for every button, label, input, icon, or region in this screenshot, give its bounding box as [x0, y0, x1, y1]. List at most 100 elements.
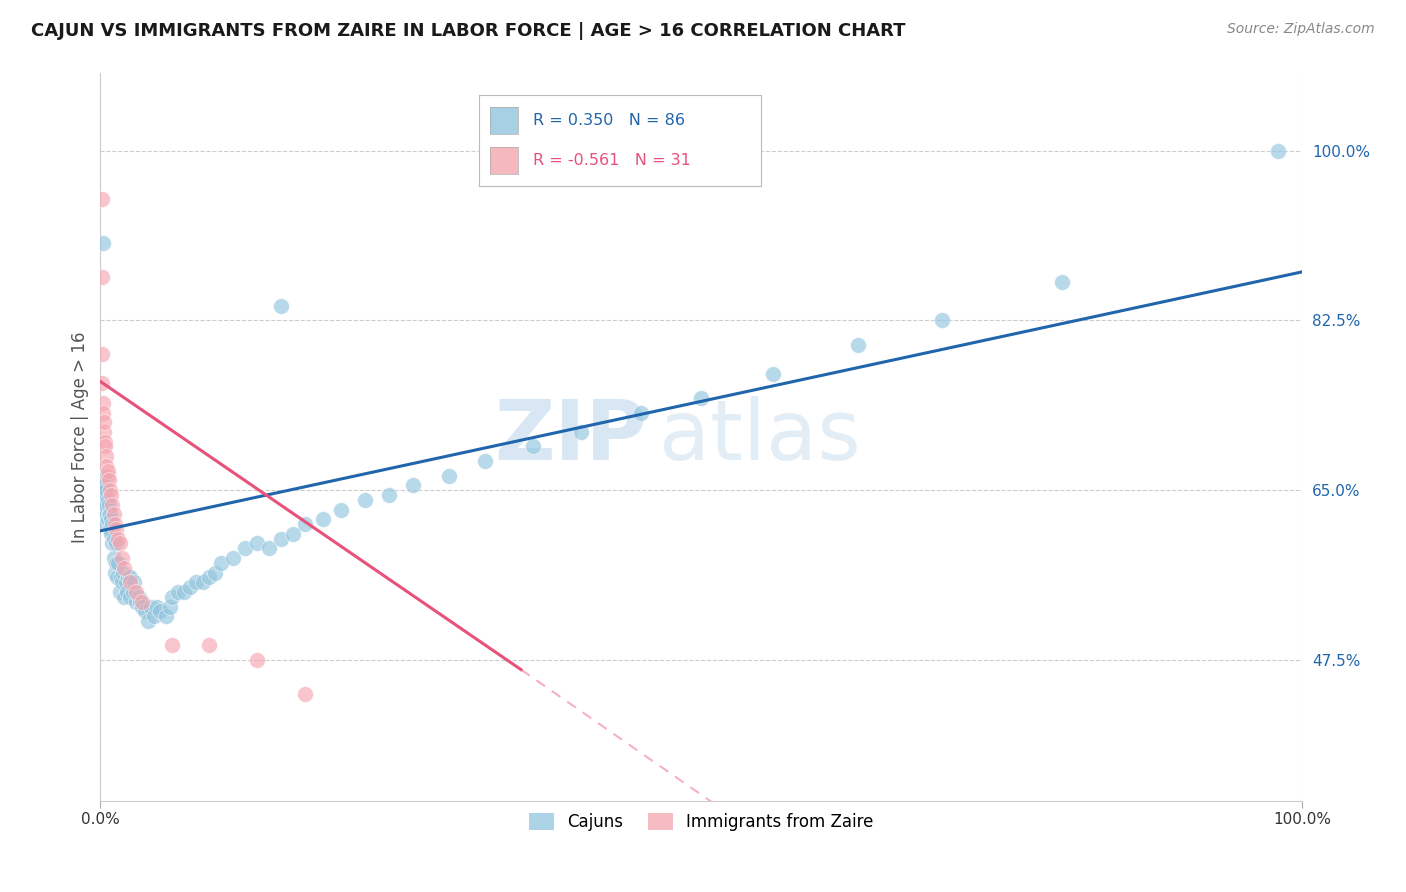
- Point: [111, 575, 134, 590]
- Point: [139, 599, 162, 614]
- Text: ZIP: ZIP: [495, 396, 647, 477]
- Point: [93, 425, 115, 439]
- Point: [630, 405, 652, 419]
- Point: [129, 595, 152, 609]
- Point: [197, 638, 219, 652]
- Point: [120, 570, 142, 584]
- Point: [134, 604, 156, 618]
- Point: [112, 590, 135, 604]
- Point: [94, 508, 117, 522]
- Point: [117, 570, 139, 584]
- Point: [131, 595, 153, 609]
- Point: [103, 532, 125, 546]
- Point: [96, 449, 118, 463]
- Point: [91, 468, 114, 483]
- Point: [138, 614, 160, 628]
- Point: [149, 604, 172, 618]
- Point: [186, 575, 208, 590]
- Point: [143, 609, 166, 624]
- Point: [93, 492, 115, 507]
- Point: [90, 269, 112, 284]
- Point: [101, 536, 124, 550]
- Point: [437, 468, 460, 483]
- Point: [329, 502, 352, 516]
- Point: [90, 474, 112, 488]
- Point: [91, 405, 114, 419]
- Point: [98, 522, 121, 536]
- Point: [167, 585, 190, 599]
- Point: [107, 556, 129, 570]
- Point: [93, 415, 115, 429]
- Point: [221, 551, 243, 566]
- Point: [191, 575, 214, 590]
- Point: [90, 478, 112, 492]
- Point: [128, 590, 150, 604]
- Point: [173, 585, 195, 599]
- Point: [115, 585, 138, 599]
- Point: [159, 599, 181, 614]
- Point: [90, 376, 112, 391]
- Point: [97, 474, 120, 488]
- Text: Source: ZipAtlas.com: Source: ZipAtlas.com: [1227, 22, 1375, 37]
- Point: [931, 313, 953, 327]
- Point: [270, 532, 292, 546]
- Point: [91, 396, 114, 410]
- Point: [97, 492, 120, 507]
- Point: [569, 425, 592, 439]
- Point: [146, 599, 169, 614]
- Point: [312, 512, 335, 526]
- Point: [110, 570, 132, 584]
- Point: [270, 299, 292, 313]
- Point: [104, 517, 127, 532]
- Point: [690, 391, 713, 405]
- Point: [846, 337, 869, 351]
- Point: [103, 508, 125, 522]
- Point: [257, 541, 280, 556]
- Point: [122, 575, 145, 590]
- Point: [104, 566, 127, 580]
- Point: [104, 536, 127, 550]
- Point: [90, 347, 112, 361]
- Point: [104, 556, 127, 570]
- Point: [101, 517, 124, 532]
- Point: [294, 517, 316, 532]
- Point: [112, 566, 135, 580]
- Point: [1267, 144, 1289, 158]
- Point: [197, 570, 219, 584]
- Point: [93, 478, 115, 492]
- Point: [179, 580, 201, 594]
- Point: [98, 508, 121, 522]
- Point: [762, 367, 785, 381]
- Point: [162, 638, 184, 652]
- Point: [353, 492, 375, 507]
- Point: [131, 599, 153, 614]
- Point: [96, 483, 118, 497]
- Point: [108, 536, 131, 550]
- Point: [155, 609, 177, 624]
- Point: [204, 566, 226, 580]
- Point: [294, 687, 316, 701]
- Point: [98, 483, 121, 497]
- Text: atlas: atlas: [659, 396, 860, 477]
- Point: [91, 483, 114, 497]
- Point: [94, 488, 117, 502]
- Point: [125, 595, 148, 609]
- Point: [101, 498, 124, 512]
- Y-axis label: In Labor Force | Age > 16: In Labor Force | Age > 16: [72, 331, 89, 542]
- Point: [120, 590, 142, 604]
- Point: [97, 468, 120, 483]
- Point: [96, 458, 118, 473]
- Point: [97, 498, 120, 512]
- Point: [474, 454, 496, 468]
- Point: [378, 488, 401, 502]
- Point: [121, 585, 143, 599]
- Point: [91, 235, 114, 250]
- Point: [111, 551, 134, 566]
- Text: CAJUN VS IMMIGRANTS FROM ZAIRE IN LABOR FORCE | AGE > 16 CORRELATION CHART: CAJUN VS IMMIGRANTS FROM ZAIRE IN LABOR …: [31, 22, 905, 40]
- Point: [281, 526, 304, 541]
- Point: [120, 575, 142, 590]
- Point: [108, 585, 131, 599]
- Point: [91, 488, 114, 502]
- Point: [97, 508, 120, 522]
- Point: [209, 556, 232, 570]
